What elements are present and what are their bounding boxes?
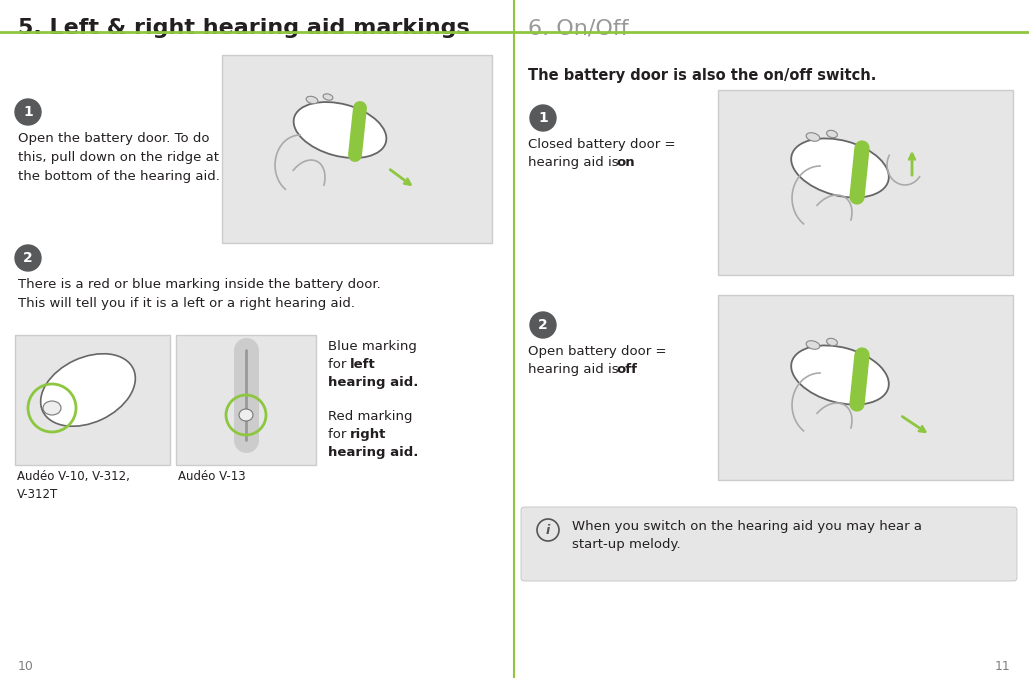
Ellipse shape: [41, 354, 136, 426]
Text: for: for: [328, 358, 351, 371]
Circle shape: [530, 105, 556, 131]
Text: start-up melody.: start-up melody.: [572, 538, 680, 551]
Text: Open battery door =: Open battery door =: [528, 345, 667, 358]
FancyBboxPatch shape: [15, 335, 170, 465]
Text: off: off: [616, 363, 637, 376]
Ellipse shape: [307, 96, 318, 104]
Text: 10: 10: [17, 660, 34, 673]
Text: i: i: [545, 525, 551, 538]
FancyBboxPatch shape: [718, 90, 1013, 275]
Ellipse shape: [806, 341, 820, 349]
Ellipse shape: [826, 130, 838, 138]
Text: Red marking: Red marking: [328, 410, 413, 423]
Ellipse shape: [791, 346, 889, 405]
Text: on: on: [616, 156, 635, 169]
Text: There is a red or blue marking inside the battery door.
This will tell you if it: There is a red or blue marking inside th…: [17, 278, 381, 310]
FancyBboxPatch shape: [222, 55, 492, 243]
Text: hearing aid is: hearing aid is: [528, 363, 623, 376]
Ellipse shape: [791, 138, 889, 197]
Text: Blue marking: Blue marking: [328, 340, 417, 353]
Ellipse shape: [806, 133, 820, 141]
Text: Audéo V-10, V-312,
V-312T: Audéo V-10, V-312, V-312T: [17, 470, 130, 501]
Text: 1: 1: [23, 105, 33, 119]
Text: right: right: [350, 428, 386, 441]
Text: 2: 2: [23, 251, 33, 265]
Text: 1: 1: [538, 111, 547, 125]
Text: for: for: [328, 428, 351, 441]
Ellipse shape: [826, 338, 838, 346]
Ellipse shape: [323, 94, 333, 100]
Text: 6. On/Off: 6. On/Off: [528, 18, 629, 38]
Text: The battery door is also the on/off switch.: The battery door is also the on/off swit…: [528, 68, 877, 83]
Text: 11: 11: [994, 660, 1010, 673]
Circle shape: [15, 99, 41, 125]
Text: 2: 2: [538, 318, 547, 332]
Text: Closed battery door =: Closed battery door =: [528, 138, 675, 151]
FancyBboxPatch shape: [176, 335, 316, 465]
Text: hearing aid is: hearing aid is: [528, 156, 623, 169]
Text: Audéo V-13: Audéo V-13: [178, 470, 246, 483]
Ellipse shape: [239, 409, 253, 421]
Text: hearing aid.: hearing aid.: [328, 446, 419, 459]
Circle shape: [15, 245, 41, 271]
FancyBboxPatch shape: [718, 295, 1013, 480]
Text: 5. Left & right hearing aid markings: 5. Left & right hearing aid markings: [17, 18, 470, 38]
Text: left: left: [350, 358, 376, 371]
Text: When you switch on the hearing aid you may hear a: When you switch on the hearing aid you m…: [572, 520, 922, 533]
Ellipse shape: [293, 102, 386, 158]
FancyBboxPatch shape: [521, 507, 1017, 581]
Text: hearing aid.: hearing aid.: [328, 376, 419, 389]
Ellipse shape: [43, 401, 61, 415]
Text: Open the battery door. To do
this, pull down on the ridge at
the bottom of the h: Open the battery door. To do this, pull …: [17, 132, 220, 183]
Circle shape: [530, 312, 556, 338]
